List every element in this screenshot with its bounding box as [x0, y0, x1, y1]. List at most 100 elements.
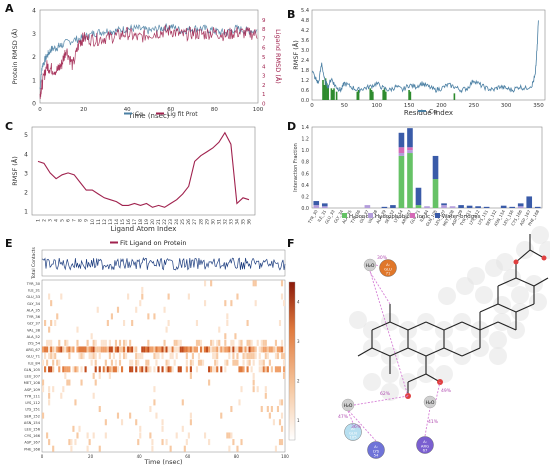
heat-cell-e [165, 326, 168, 333]
heat-cell-e [224, 333, 227, 340]
x-tick-label-c: 12 [102, 219, 108, 225]
heat-cell-e [155, 346, 158, 353]
contact-bar-b [330, 88, 333, 100]
residue-arg-prefix: A: [423, 439, 427, 444]
heat-cell-e [276, 366, 280, 373]
heat-cell-e [246, 319, 249, 327]
heat-cell-e [141, 353, 144, 360]
contact-bar-b [324, 78, 327, 100]
heat-cell-e [179, 339, 182, 346]
heat-cell-e [195, 319, 199, 327]
bar-d-2 [398, 147, 405, 154]
heat-cell-e [78, 353, 81, 360]
heat-cell-e [66, 366, 69, 373]
y-axis-label-c: RMSF (Å) [10, 156, 19, 186]
heat-cell-e [135, 346, 138, 353]
row-label-e: ASN_154 [24, 421, 41, 425]
legend-swatch-d-1 [368, 213, 373, 218]
heat-cell-e [145, 346, 148, 353]
heat-cell-e [234, 346, 237, 353]
heat-cell-e [157, 353, 160, 360]
x-tick-label-c: 16 [126, 219, 132, 225]
heat-cell-e [98, 353, 101, 360]
heat-cell-e [212, 366, 215, 373]
x-tick-label-b: 0 [310, 103, 314, 109]
contact-bar-b [356, 91, 359, 100]
heat-cell-e [110, 359, 113, 366]
heat-cell-e [42, 379, 45, 386]
heat-cell-e [234, 359, 237, 366]
residue-lys-prefix: A: [374, 444, 378, 449]
heat-cell-e [116, 346, 120, 353]
heat-cell-e [185, 346, 188, 353]
heat-cell-e [161, 346, 164, 353]
y-tick-label-b: 2.4 [301, 58, 309, 64]
heat-cell-e [238, 399, 241, 406]
heat-cell-e [139, 425, 142, 432]
heat-cell-e [226, 313, 229, 320]
row-label-e: LYS_54 [28, 342, 41, 346]
heat-cell-e [175, 353, 178, 360]
heat-cell-e [118, 339, 122, 346]
x-axis-label-c: Ligand Atom Index [111, 225, 177, 233]
bar-d-1 [398, 153, 405, 156]
heat-cell-e [183, 445, 186, 452]
x-tick-label-b: 200 [436, 103, 447, 109]
bond [443, 347, 463, 357]
heat-cell-e [48, 366, 51, 373]
heat-cell-e [238, 346, 241, 353]
heat-cell-e [187, 346, 190, 353]
interaction-percent: 36% [351, 424, 362, 430]
water-label: H₂O [366, 263, 375, 269]
heat-cell-e [278, 439, 282, 446]
heat-cell-e [157, 346, 160, 353]
heat-cell-e [127, 293, 130, 300]
bar-d-3 [466, 205, 473, 208]
residue-glu [379, 259, 397, 277]
heat-cell-e [139, 366, 142, 373]
interaction-line [424, 407, 431, 437]
residue-glu-num: 71 [386, 271, 391, 276]
heat-cell-e [189, 419, 192, 426]
heat-cell-e [60, 346, 63, 353]
heat-cell-e [114, 346, 118, 353]
heat-cell-e [212, 353, 215, 360]
heat-cell-e [282, 353, 286, 360]
heat-cell-e [66, 346, 69, 353]
row-label-e: GLU_71 [26, 355, 40, 359]
heat-cell-e [187, 293, 190, 300]
x-tick-label-c: 36 [247, 219, 253, 225]
heat-cell-e [48, 339, 51, 346]
bar-d-3 [398, 132, 405, 148]
heat-cell-e [44, 346, 47, 353]
heat-cell-e [52, 386, 55, 393]
heat-cell-e [163, 346, 166, 353]
row-label-e: GLY_34 [27, 302, 41, 306]
heat-cell-e [238, 366, 241, 373]
oxygen-atom [541, 255, 547, 261]
x-tick-label-b: 100 [371, 103, 382, 109]
interaction-percent: 49% [441, 388, 452, 394]
y2-tick-label-a: 6 [262, 46, 266, 52]
oxygen-atom [513, 259, 519, 265]
heat-cell-e [282, 346, 286, 353]
heat-cell-e [98, 372, 101, 379]
y-tick-label-b: 4.8 [301, 18, 309, 24]
x-tick-label-e: 40 [137, 454, 143, 459]
contact-bar-b [369, 88, 372, 100]
heat-cell-e [151, 445, 154, 452]
heat-cell-e [58, 359, 61, 366]
interaction-line [347, 410, 354, 424]
interaction-percent: 30% [377, 255, 388, 261]
heat-cell-e [258, 353, 261, 360]
x-tick-label-a: 20 [80, 107, 87, 113]
y-tick-label-d: 0.8 [301, 160, 309, 166]
bond [479, 321, 499, 331]
heat-cell-e [86, 432, 89, 439]
x-tick-label-c: 34 [234, 219, 240, 225]
bar-d-3 [441, 203, 447, 206]
heat-cell-e [131, 346, 134, 353]
contacts-line-e [41, 257, 286, 271]
heat-cell-e [68, 346, 71, 353]
bar-d-1 [407, 150, 413, 154]
